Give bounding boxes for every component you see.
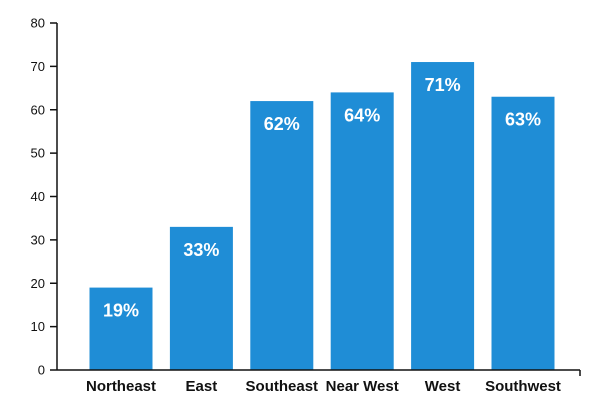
y-tick-label: 50	[31, 146, 45, 161]
y-tick-label: 20	[31, 276, 45, 291]
category-label: Southeast	[246, 378, 319, 395]
y-tick-label: 0	[38, 363, 45, 378]
bar-value-label: 63%	[505, 110, 541, 130]
y-axis-ticks: 0 10 20 30 40 50 60 70 80	[31, 16, 581, 378]
bar-value-label: 19%	[103, 301, 139, 321]
bar-west	[411, 62, 475, 370]
bar-near-west	[330, 92, 394, 371]
category-label: West	[425, 378, 461, 395]
bar-east	[169, 226, 233, 370]
bar-southwest	[491, 96, 555, 371]
y-tick-label: 30	[31, 232, 45, 247]
category-label: Southwest	[485, 378, 561, 395]
bar-value-label: 64%	[344, 105, 380, 125]
y-tick-label: 70	[31, 59, 45, 74]
y-tick-label: 40	[31, 189, 45, 204]
bar-value-labels: 19% 33% 62% 64% 71% 63%	[103, 75, 541, 321]
category-labels: Northeast East Southeast Near West West South…	[86, 378, 561, 395]
bar-northeast	[89, 287, 153, 370]
category-label: Near West	[326, 378, 399, 395]
bar-value-label: 62%	[264, 114, 300, 134]
bar-southeast	[250, 101, 314, 370]
bar-value-label: 33%	[183, 240, 219, 260]
bars	[89, 62, 555, 371]
y-tick-label: 80	[31, 16, 45, 31]
category-label: East	[186, 378, 218, 395]
bar-value-label: 71%	[425, 75, 461, 95]
y-tick-label: 10	[31, 319, 45, 334]
y-tick-label: 60	[31, 102, 45, 117]
category-label: Northeast	[86, 378, 156, 395]
